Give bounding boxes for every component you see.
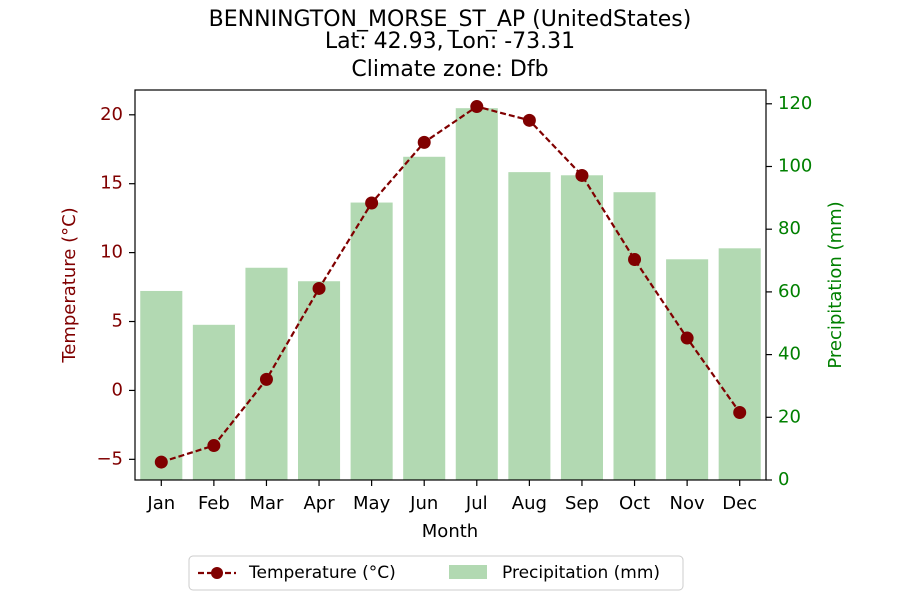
right-y-tick-label: 0 (778, 469, 789, 490)
temperature-point-oct (628, 253, 642, 267)
precipitation-bar-oct (613, 192, 656, 480)
temperature-point-apr (312, 281, 326, 295)
temperature-point-jun (417, 135, 431, 149)
temperature-point-nov (680, 331, 694, 345)
right-y-axis-label: Precipitation (mm) (825, 201, 846, 368)
x-tick-label: Mar (249, 493, 284, 514)
legend: Temperature (°C) Precipitation (mm) (188, 555, 684, 591)
x-tick-label: May (353, 493, 391, 514)
x-tick-label: Oct (619, 493, 650, 514)
precipitation-bar-jul (455, 108, 498, 480)
right-y-axis: 0 20 40 60 80 100 120 (766, 93, 812, 490)
legend-precipitation-swatch (449, 565, 487, 579)
x-tick-label: Jan (146, 493, 175, 514)
temperature-line (160, 105, 741, 464)
left-y-axis: −5 0 5 10 15 20 (96, 104, 135, 469)
temperature-line-group (154, 100, 747, 469)
precipitation-bar-aug (508, 172, 551, 481)
precipitation-bar-feb (192, 324, 235, 480)
legend-box (188, 555, 684, 591)
temperature-point-jan (154, 455, 168, 469)
precipitation-bar-dec (718, 248, 761, 480)
right-y-tick-label: 100 (778, 155, 812, 176)
x-tick-label: Sep (565, 493, 599, 514)
x-tick-label: Apr (303, 493, 335, 514)
legend-temperature-marker (211, 567, 223, 579)
precipitation-bars (140, 108, 761, 481)
left-y-tick-label: 20 (100, 104, 123, 125)
plot-frame (134, 89, 767, 481)
precipitation-bar-may (350, 202, 393, 481)
left-y-tick-label: 0 (112, 379, 123, 400)
x-axis: Jan Feb Mar Apr May Jun Jul Aug Sep Oct Nov Dec (146, 480, 757, 514)
chart-title-coordinates: Lat: 42.93, Lon: -73.31 (325, 29, 575, 54)
x-tick-label: Dec (722, 493, 757, 514)
x-tick-label: Jul (465, 493, 488, 514)
precipitation-bar-apr (298, 281, 341, 480)
legend-temperature-label: Temperature (°C) (248, 563, 396, 583)
left-y-tick-label: 10 (100, 242, 123, 263)
x-tick-label: Feb (198, 493, 230, 514)
right-y-tick-label: 40 (778, 344, 801, 365)
left-y-tick-label: −5 (96, 448, 123, 469)
right-y-tick-label: 80 (778, 218, 801, 239)
legend-entry-precipitation: Precipitation (mm) (449, 563, 660, 583)
chart-title-climate-zone: Climate zone: Dfb (351, 57, 548, 82)
precipitation-bar-nov (666, 259, 709, 480)
right-y-tick-label: 120 (778, 93, 812, 114)
left-y-tick-label: 5 (112, 311, 123, 332)
temperature-point-dec (733, 405, 747, 419)
temperature-point-mar (259, 372, 273, 386)
right-y-tick-label: 20 (778, 406, 801, 427)
x-axis-label: Month (422, 521, 478, 542)
temperature-point-feb (207, 439, 221, 453)
temperature-point-aug (522, 113, 536, 127)
precipitation-bar-sep (560, 175, 603, 480)
temperature-point-sep (575, 168, 589, 182)
right-y-tick-label: 60 (778, 281, 801, 302)
x-tick-label: Nov (670, 493, 705, 514)
chart-title-station: BENNINGTON_MORSE_ST_AP (UnitedStates) (209, 7, 692, 32)
temperature-point-jul (470, 100, 484, 114)
left-y-axis-label: Temperature (°C) (59, 207, 80, 363)
chart-title: BENNINGTON_MORSE_ST_AP (UnitedStates) La… (209, 7, 692, 82)
precipitation-bar-jan (140, 290, 183, 480)
left-y-tick-label: 15 (100, 173, 123, 194)
temperature-point-may (365, 196, 379, 210)
x-tick-label: Jun (409, 493, 438, 514)
legend-entry-temperature: Temperature (°C) (198, 563, 396, 583)
legend-precipitation-label: Precipitation (mm) (502, 563, 660, 583)
precipitation-bar-jun (403, 156, 446, 480)
x-tick-label: Aug (512, 493, 547, 514)
